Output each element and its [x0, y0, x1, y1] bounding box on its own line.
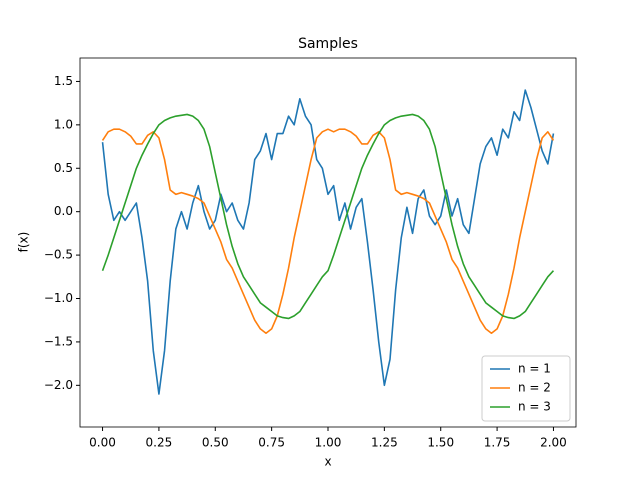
- y-tick-label: −2.0: [44, 378, 73, 392]
- y-tick-label: 1.0: [54, 117, 73, 131]
- x-tick-label: 1.50: [427, 436, 454, 450]
- series-line: [101, 113, 555, 320]
- x-tick-label: 1.25: [371, 436, 398, 450]
- x-tick-label: 2.00: [540, 436, 567, 450]
- legend-label: n = 2: [518, 381, 551, 395]
- series-line: [101, 89, 555, 395]
- y-tick-label: −0.5: [44, 248, 73, 262]
- y-axis-label: f(x): [17, 232, 31, 253]
- x-axis-label: x: [324, 455, 331, 469]
- y-tick-label: 0.5: [54, 161, 73, 175]
- legend-box: [481, 355, 571, 422]
- x-tick-label: 0.25: [146, 436, 173, 450]
- y-tick-label: 1.5: [54, 74, 73, 88]
- axes-frame: [79, 57, 577, 428]
- x-tick-label: 0.00: [89, 436, 116, 450]
- x-tick-label: 0.75: [258, 436, 285, 450]
- x-tick-label: 0.50: [202, 436, 229, 450]
- series-line: [101, 128, 555, 335]
- x-tick-label: 1.75: [484, 436, 511, 450]
- y-tick-label: 0.0: [54, 204, 73, 218]
- x-tick-label: 1.00: [315, 436, 342, 450]
- y-tick-label: −1.0: [44, 291, 73, 305]
- chart-title: Samples: [298, 36, 358, 52]
- legend-label: n = 1: [518, 362, 551, 376]
- legend-label: n = 3: [518, 400, 551, 414]
- y-tick-label: −1.5: [44, 334, 73, 348]
